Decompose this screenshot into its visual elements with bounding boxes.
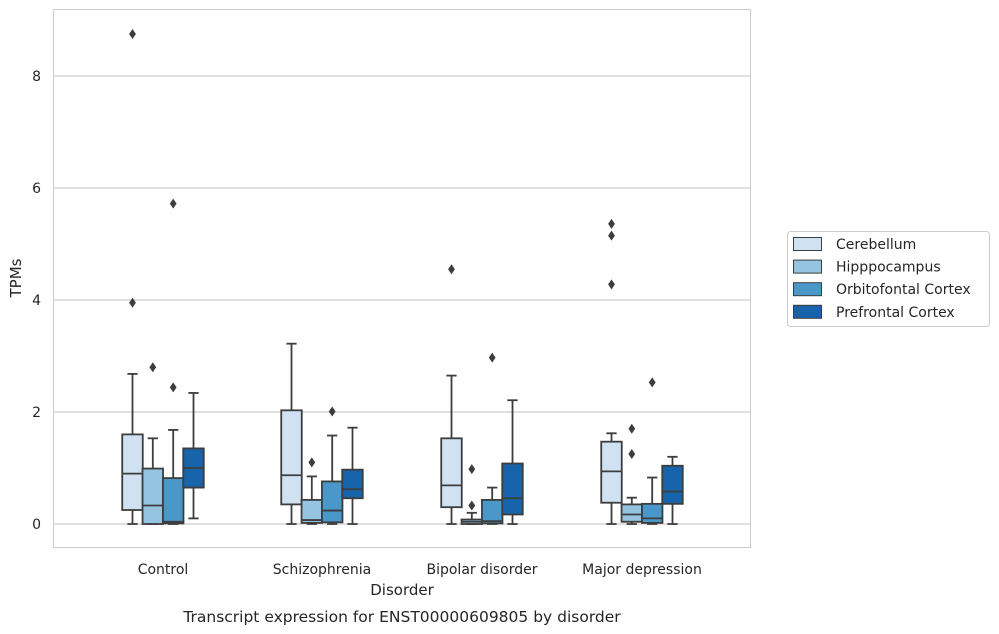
x-tick-label-bipolar-disorder: Bipolar disorder xyxy=(426,562,537,578)
x-tick-labels: Control Schizophrenia Bipolar disorder Majo… xyxy=(138,562,702,578)
outlier-point-hipppocampus-control-0 xyxy=(149,362,157,373)
iqr-box-orbitofontal-cortex-bipolar-disorder xyxy=(481,499,504,525)
legend-swatch-cerebellum xyxy=(793,237,822,251)
iqr-box-cerebellum-bipolar-disorder xyxy=(440,437,463,509)
y-tick-label-2: 2 xyxy=(32,405,41,421)
iqr-box-orbitofontal-cortex-schizophrenia xyxy=(321,480,344,524)
legend-label-prefrontal-cortex: Prefrontal Cortex xyxy=(836,305,955,321)
outlier-point-orbitofontal-cortex-major-depression-0 xyxy=(648,377,656,388)
outlier-point-orbitofontal-cortex-control-0 xyxy=(169,382,177,393)
y-tick-label-0: 0 xyxy=(32,517,41,533)
box-hipppocampus-schizophrenia xyxy=(300,457,323,525)
box-hipppocampus-major-depression xyxy=(620,423,643,525)
outlier-point-hipppocampus-bipolar-disorder-1 xyxy=(468,464,476,475)
y-tick-label-4: 4 xyxy=(32,293,41,309)
chart-caption: Transcript expression for ENST0000060980… xyxy=(182,608,621,626)
box-prefrontal-cortex-bipolar-disorder xyxy=(501,399,524,525)
y-tick-labels: 0 2 4 6 8 xyxy=(32,69,41,533)
box-orbitofontal-cortex-major-depression xyxy=(641,377,664,525)
legend-swatch-hipppocampus xyxy=(793,259,822,274)
box-cerebellum-bipolar-disorder xyxy=(440,264,463,525)
plot-frame xyxy=(53,9,751,548)
legend-swatch-orbitofontal-cortex xyxy=(793,282,822,297)
legend-label-cerebellum: Cerebellum xyxy=(836,237,916,253)
iqr-box-hipppocampus-control xyxy=(141,467,164,525)
outlier-point-hipppocampus-major-depression-1 xyxy=(628,423,636,434)
outlier-point-cerebellum-major-depression-2 xyxy=(608,218,615,229)
outlier-point-hipppocampus-major-depression-0 xyxy=(628,449,636,459)
box-prefrontal-cortex-control xyxy=(182,392,205,520)
box-orbitofontal-cortex-control xyxy=(162,198,185,525)
y-axis-label: TPMs xyxy=(7,258,25,298)
box-groups xyxy=(121,29,684,525)
legend-label-orbitofontal-cortex: Orbitofontal Cortex xyxy=(836,282,971,298)
outlier-point-cerebellum-major-depression-0 xyxy=(608,279,615,290)
outlier-point-cerebellum-control-1 xyxy=(129,29,136,39)
outlier-point-hipppocampus-bipolar-disorder-0 xyxy=(468,500,476,511)
legend-frame xyxy=(787,231,990,327)
y-tick-label-6: 6 xyxy=(32,181,41,197)
iqr-box-prefrontal-cortex-bipolar-disorder xyxy=(501,462,524,516)
x-tick-label-major-depression: Major depression xyxy=(582,562,702,578)
x-axis-label: Disorder xyxy=(370,581,434,599)
outlier-point-orbitofontal-cortex-control-1 xyxy=(169,198,177,209)
box-prefrontal-cortex-major-depression xyxy=(661,455,684,525)
outlier-point-cerebellum-major-depression-1 xyxy=(608,230,615,241)
legend-swatch-prefrontal-cortex xyxy=(793,304,822,319)
box-hipppocampus-control xyxy=(141,362,164,525)
x-tick-label-schizophrenia: Schizophrenia xyxy=(273,562,371,578)
iqr-box-prefrontal-cortex-major-depression xyxy=(661,464,684,505)
outlier-point-orbitofontal-cortex-bipolar-disorder-0 xyxy=(488,352,496,363)
x-tick-label-control: Control xyxy=(138,562,189,578)
outlier-point-cerebellum-bipolar-disorder-0 xyxy=(448,264,455,275)
y-tick-label-8: 8 xyxy=(32,69,41,85)
outlier-point-orbitofontal-cortex-schizophrenia-0 xyxy=(328,406,336,417)
box-cerebellum-major-depression xyxy=(600,218,623,525)
box-prefrontal-cortex-schizophrenia xyxy=(341,426,364,525)
box-cerebellum-control xyxy=(121,29,144,525)
outlier-point-cerebellum-control-0 xyxy=(129,297,136,308)
legend: Cerebellum Hipppocampus Orbitofontal Corte… xyxy=(787,231,990,327)
iqr-box-orbitofontal-cortex-control xyxy=(162,477,185,525)
iqr-box-hipppocampus-major-depression xyxy=(620,503,643,523)
iqr-box-cerebellum-schizophrenia xyxy=(280,409,303,506)
box-cerebellum-schizophrenia xyxy=(280,342,303,525)
outlier-point-hipppocampus-schizophrenia-0 xyxy=(308,457,316,468)
iqr-box-cerebellum-control xyxy=(121,433,144,511)
iqr-box-orbitofontal-cortex-major-depression xyxy=(641,502,664,524)
iqr-box-prefrontal-cortex-schizophrenia xyxy=(341,468,364,500)
legend-label-hipppocampus: Hipppocampus xyxy=(836,260,941,276)
box-orbitofontal-cortex-schizophrenia xyxy=(321,406,344,525)
